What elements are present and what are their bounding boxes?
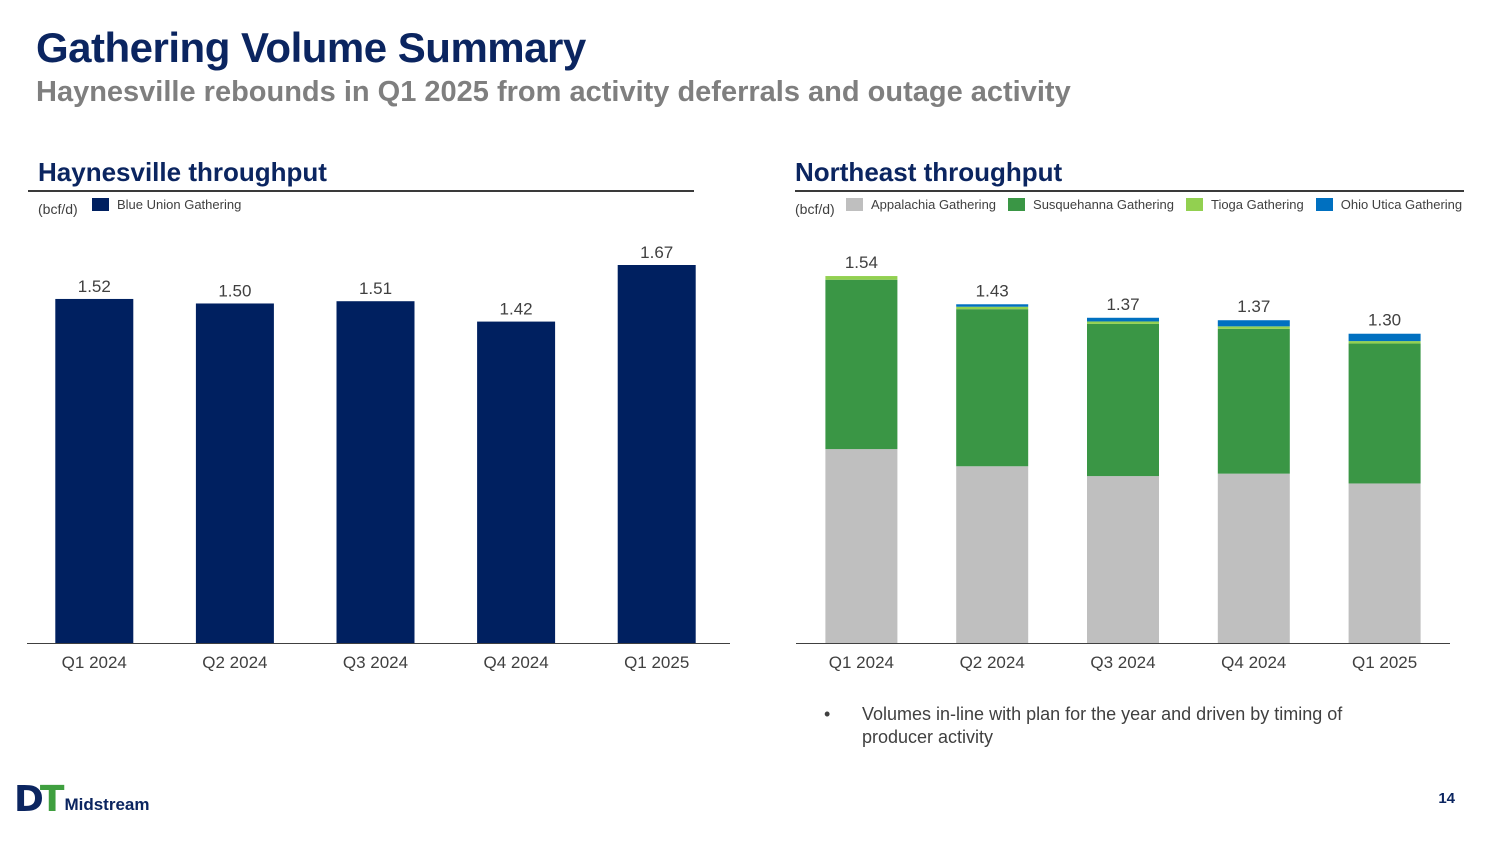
x-tick-label: Q4 2024 bbox=[483, 653, 548, 672]
bar-segment-appalachia-gathering-q1-2025 bbox=[1348, 483, 1421, 643]
legend-label: Appalachia Gathering bbox=[871, 197, 997, 212]
bar-segment-susquehanna-gathering-q1-2024 bbox=[825, 279, 898, 450]
haynesville-legend: Blue Union Gathering bbox=[92, 197, 253, 212]
haynesville-title-rule bbox=[28, 190, 694, 192]
page-title: Gathering Volume Summary bbox=[36, 24, 586, 71]
page-number: 14 bbox=[1438, 790, 1455, 807]
bar-segment-susquehanna-gathering-q2-2024 bbox=[956, 309, 1029, 467]
bar-q2-2024 bbox=[195, 303, 274, 643]
bar-segment-ohio-utica-gathering-q4-2024 bbox=[1217, 320, 1290, 327]
note-item: Volumes in-line with plan for the year a… bbox=[822, 703, 1402, 749]
x-tick-label: Q2 2024 bbox=[960, 653, 1025, 672]
x-tick-label: Q4 2024 bbox=[1221, 653, 1286, 672]
total-label: 1.30 bbox=[1368, 311, 1401, 330]
northeast-chart: 1.54 Q1 2024 1.43 Q2 2024 1.37 Q3 2024 1.37 Q4 … bbox=[796, 253, 1450, 672]
data-label: 1.51 bbox=[359, 279, 392, 298]
bar-segment-susquehanna-gathering-q1-2025 bbox=[1348, 343, 1421, 484]
legend-swatch bbox=[92, 198, 109, 211]
bar-q1-2024 bbox=[55, 298, 134, 643]
bar-segment-ohio-utica-gathering-q3-2024 bbox=[1087, 317, 1159, 322]
total-label: 1.37 bbox=[1106, 295, 1139, 314]
x-tick-label: Q3 2024 bbox=[1090, 653, 1155, 672]
bar-segment-susquehanna-gathering-q4-2024 bbox=[1217, 328, 1290, 474]
bar-segment-appalachia-gathering-q2-2024 bbox=[956, 466, 1029, 643]
x-tick-label: Q1 2024 bbox=[829, 653, 894, 672]
bar-q4-2024 bbox=[477, 321, 556, 643]
notes-list: Volumes in-line with plan for the year a… bbox=[822, 703, 1402, 749]
total-label: 1.54 bbox=[845, 253, 878, 272]
bar-segment-susquehanna-gathering-q3-2024 bbox=[1087, 323, 1159, 477]
legend-swatch bbox=[1008, 198, 1026, 211]
northeast-legend: Appalachia Gathering Susquehanna Gatheri… bbox=[846, 197, 1462, 212]
total-label: 1.43 bbox=[976, 281, 1009, 300]
bar-segment-appalachia-gathering-q4-2024 bbox=[1217, 473, 1290, 643]
data-label: 1.67 bbox=[640, 243, 673, 262]
logo-text: Midstream bbox=[64, 795, 150, 814]
legend-swatch bbox=[1315, 198, 1333, 211]
legend-swatch bbox=[1185, 198, 1203, 211]
legend-label: Tioga Gathering bbox=[1210, 197, 1304, 212]
haynesville-unit-label: (bcf/d) bbox=[38, 201, 78, 217]
bar-q3-2024 bbox=[336, 301, 415, 643]
bar-segment-appalachia-gathering-q3-2024 bbox=[1087, 476, 1159, 643]
northeast-title-rule bbox=[795, 190, 1464, 192]
northeast-unit-label: (bcf/d) bbox=[795, 201, 835, 217]
legend-item-appalachia: Appalachia Gathering bbox=[846, 197, 996, 212]
x-tick-label: Q1 2025 bbox=[624, 653, 689, 672]
bar-segment-ohio-utica-gathering-q2-2024 bbox=[956, 304, 1029, 307]
bar-q1-2025 bbox=[617, 265, 696, 643]
x-tick-label: Q2 2024 bbox=[202, 653, 267, 672]
x-tick-label: Q1 2025 bbox=[1352, 653, 1417, 672]
legend-item-tioga: Tioga Gathering bbox=[1185, 197, 1304, 212]
bar-segment-appalachia-gathering-q1-2024 bbox=[825, 449, 898, 643]
haynesville-chart-title: Haynesville throughput bbox=[38, 157, 327, 187]
legend-item-ohio-utica: Ohio Utica Gathering bbox=[1315, 197, 1463, 212]
data-label: 1.52 bbox=[78, 277, 111, 296]
data-label: 1.42 bbox=[500, 300, 533, 319]
legend-label: Susquehanna Gathering bbox=[1033, 197, 1174, 212]
legend-label: Blue Union Gathering bbox=[117, 197, 242, 212]
northeast-chart-title: Northeast throughput bbox=[795, 157, 1063, 187]
legend-swatch bbox=[846, 198, 863, 211]
legend-item-blue-union: Blue Union Gathering bbox=[92, 197, 241, 212]
bar-segment-tioga-gathering-q1-2024 bbox=[825, 276, 898, 280]
logo-mark: DT bbox=[14, 779, 64, 820]
x-tick-label: Q3 2024 bbox=[343, 653, 408, 672]
page-subtitle: Haynesville rebounds in Q1 2025 from act… bbox=[36, 76, 1071, 108]
bar-segment-tioga-gathering-q4-2024 bbox=[1217, 326, 1290, 329]
bar-segment-tioga-gathering-q3-2024 bbox=[1087, 321, 1159, 324]
data-label: 1.50 bbox=[218, 281, 251, 300]
company-logo: DT Midstream bbox=[14, 779, 150, 820]
legend-item-susquehanna: Susquehanna Gathering bbox=[1008, 197, 1174, 212]
legend-label: Ohio Utica Gathering bbox=[1340, 197, 1463, 212]
bar-segment-tioga-gathering-q2-2024 bbox=[956, 306, 1029, 310]
bar-segment-ohio-utica-gathering-q1-2025 bbox=[1348, 333, 1421, 342]
bar-segment-tioga-gathering-q1-2025 bbox=[1348, 341, 1421, 344]
x-tick-label: Q1 2024 bbox=[62, 653, 127, 672]
total-label: 1.37 bbox=[1237, 297, 1270, 316]
haynesville-chart: 1.52 Q1 2024 1.50 Q2 2024 1.51 Q3 2024 1.42 Q4 … bbox=[27, 243, 730, 672]
